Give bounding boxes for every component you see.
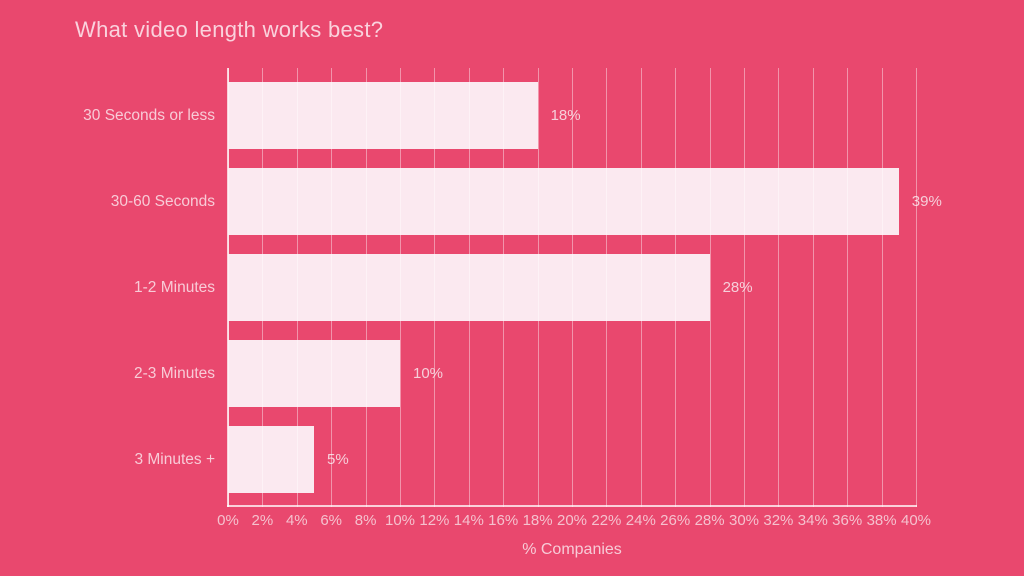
gridline xyxy=(847,68,849,507)
gridline xyxy=(812,68,814,507)
gridline xyxy=(881,68,883,507)
x-axis-tick-label: 28% xyxy=(694,512,725,529)
x-axis-tick-label: 22% xyxy=(591,512,622,529)
chart-title: What video length works best? xyxy=(75,17,384,42)
x-axis-line xyxy=(227,505,917,507)
x-axis-tick-label: 36% xyxy=(832,512,863,529)
x-axis-tick-label: 20% xyxy=(556,512,588,529)
bar xyxy=(228,426,314,493)
x-axis-tick-label: 6% xyxy=(320,512,343,529)
x-axis-tick-label: 12% xyxy=(419,512,450,529)
bar xyxy=(228,82,538,149)
x-axis-tick-label: 26% xyxy=(660,512,691,529)
bar-value-label: 18% xyxy=(550,107,581,124)
category-label: 30-60 Seconds xyxy=(110,193,215,210)
x-axis-tick-label: 38% xyxy=(866,512,897,529)
category-label: 30 Seconds or less xyxy=(83,107,215,124)
x-axis-tick-label: 34% xyxy=(797,512,828,529)
x-axis-tick-label: 30% xyxy=(728,512,760,529)
x-axis-tick-label: 4% xyxy=(285,512,308,529)
bar xyxy=(228,168,899,235)
x-axis-tick-label: 8% xyxy=(354,512,377,529)
x-axis-tick-label: 40% xyxy=(900,512,932,529)
bar-value-label: 39% xyxy=(911,193,942,210)
bar xyxy=(228,254,710,321)
gridline xyxy=(916,68,917,507)
x-axis-tick-label: 14% xyxy=(453,512,484,529)
bar xyxy=(228,340,400,407)
bar-value-label: 5% xyxy=(327,451,349,468)
x-axis-tick-label: 0% xyxy=(217,512,239,529)
x-axis-tick-label: 18% xyxy=(522,512,553,529)
category-label: 3 Minutes + xyxy=(134,451,215,468)
x-axis-title: % Companies xyxy=(522,541,622,558)
gridline xyxy=(709,68,711,507)
x-axis-tick-label: 2% xyxy=(251,512,274,529)
x-axis-tick-label: 32% xyxy=(763,512,794,529)
category-label: 2-3 Minutes xyxy=(134,365,215,382)
bar-value-label: 28% xyxy=(722,279,753,296)
x-axis-tick-label: 24% xyxy=(625,512,656,529)
category-label: 1-2 Minutes xyxy=(134,279,215,296)
plot-area: 30 Seconds or less 18% 30-60 Seconds 39% 1-2… xyxy=(83,68,942,529)
bar-value-label: 10% xyxy=(413,365,444,382)
gridline xyxy=(778,68,780,507)
x-axis-tick-label: 10% xyxy=(384,512,416,529)
x-axis-tick-label: 16% xyxy=(488,512,519,529)
